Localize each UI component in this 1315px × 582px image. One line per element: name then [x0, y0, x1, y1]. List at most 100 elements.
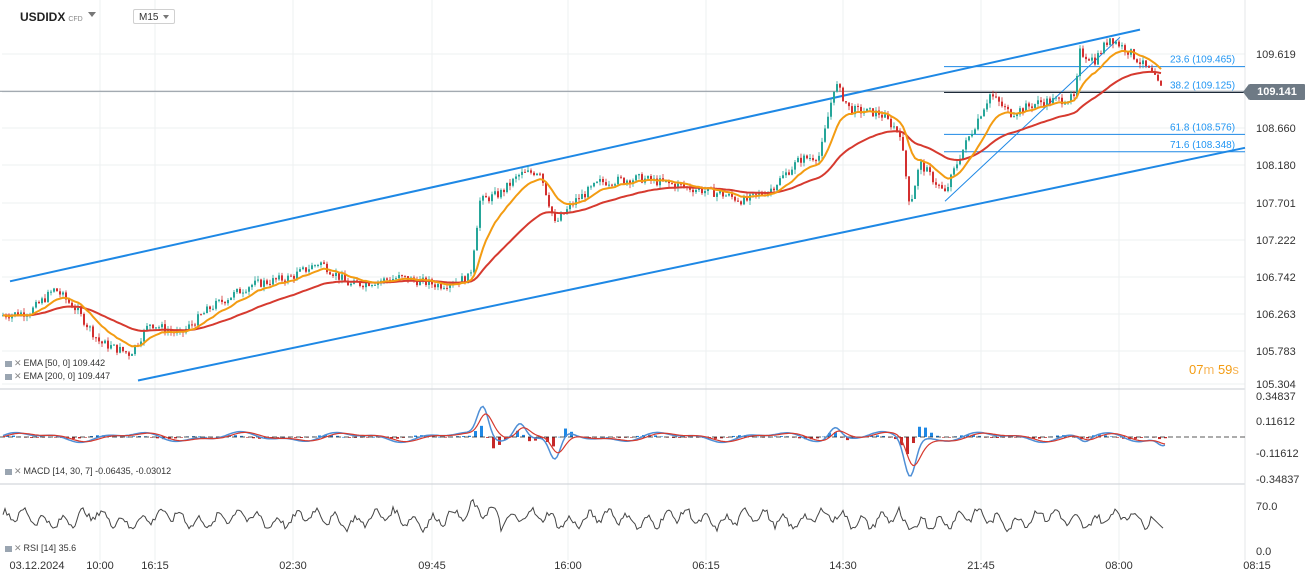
candle: [1019, 108, 1021, 115]
macd-histogram-bar: [1110, 436, 1113, 438]
candle: [1037, 100, 1039, 105]
candle: [206, 306, 208, 314]
visibility-icon[interactable]: [5, 373, 12, 380]
candle: [1109, 38, 1111, 45]
candle: [494, 191, 496, 195]
legend-ema50-label: EMA [50, 0] 109.442: [23, 358, 106, 368]
candle: [1127, 52, 1129, 55]
candle: [371, 285, 373, 287]
macd-histogram-bar: [126, 436, 129, 438]
candle: [350, 283, 352, 286]
candle: [614, 184, 616, 186]
y-tick-label: 108.660: [1256, 123, 1296, 135]
candle: [242, 292, 244, 294]
symbol-name: USDIDX: [20, 10, 66, 24]
macd-histogram-bar: [654, 435, 657, 437]
candle: [74, 307, 76, 311]
candle: [1064, 103, 1066, 105]
candle: [1034, 104, 1036, 108]
candle: [683, 184, 685, 187]
candle: [254, 280, 256, 285]
candle: [1100, 53, 1102, 55]
y-tick-label: 109.619: [1256, 49, 1296, 61]
candle: [545, 182, 547, 196]
candle: [128, 352, 130, 356]
macd-histogram-bar: [1158, 437, 1161, 440]
candle: [152, 324, 154, 329]
candle: [260, 279, 262, 287]
candle: [17, 312, 19, 316]
candle: [503, 189, 505, 193]
macd-histogram-bar: [1134, 437, 1137, 439]
x-tick-label: 10:00: [86, 560, 114, 572]
candle: [236, 288, 238, 293]
symbol-selector[interactable]: USDIDX CFD: [20, 10, 83, 24]
legend-rsi[interactable]: ✕ RSI [14] 35.6: [5, 543, 76, 554]
macd-histogram-bar: [942, 437, 945, 438]
candle: [812, 158, 814, 161]
timeframe-dropdown[interactable]: M15: [133, 9, 175, 24]
close-icon[interactable]: ✕: [14, 371, 22, 381]
candle: [1136, 59, 1138, 63]
candle: [509, 182, 511, 186]
candle: [584, 194, 586, 198]
candle: [956, 164, 958, 169]
candle: [1088, 59, 1090, 61]
candle: [521, 171, 523, 175]
macd-histogram-bar: [516, 430, 519, 437]
legend-macd-label: MACD [14, 30, 7] -0.06435, -0.03012: [23, 466, 172, 476]
candle: [338, 272, 340, 280]
candle: [248, 287, 250, 292]
candle: [14, 312, 16, 315]
candle: [557, 220, 559, 222]
x-tick-label: 08:15: [1243, 560, 1271, 572]
macd-histogram-bar: [684, 437, 687, 438]
candle: [92, 326, 94, 338]
candle: [635, 175, 637, 181]
candle: [920, 161, 922, 170]
candle: [1112, 38, 1114, 44]
candle: [989, 94, 991, 104]
candle: [98, 337, 100, 342]
candle: [221, 299, 223, 302]
chevron-down-icon[interactable]: [88, 12, 96, 17]
candle: [35, 301, 37, 308]
close-icon[interactable]: ✕: [14, 543, 22, 553]
macd-histogram-bar: [258, 437, 261, 439]
macd-histogram-bar: [6, 435, 9, 437]
legend-ema200[interactable]: ✕ EMA [200, 0] 109.447: [5, 371, 110, 382]
candle: [647, 176, 649, 179]
macd-histogram-bar: [660, 436, 663, 438]
close-icon[interactable]: ✕: [14, 358, 22, 368]
candle: [161, 324, 163, 328]
candle: [1097, 53, 1099, 65]
candle: [158, 327, 160, 329]
candle: [599, 179, 601, 182]
candle: [836, 84, 838, 92]
macd-histogram-bar: [336, 435, 339, 437]
candle: [398, 275, 400, 279]
candle: [860, 106, 862, 114]
candle: [947, 187, 949, 192]
legend-ema50[interactable]: ✕ EMA [50, 0] 109.442: [5, 358, 105, 369]
candle: [608, 184, 610, 186]
y-axis: 109.619 108.660 108.180 107.701 107.222 106.7…: [1256, 49, 1299, 558]
macd-histogram-bar: [342, 436, 345, 438]
candle: [329, 272, 331, 275]
macd-histogram-bar: [612, 437, 615, 438]
candle: [992, 94, 994, 97]
visibility-icon[interactable]: [5, 545, 12, 552]
macd-histogram-bar: [906, 437, 909, 455]
candle: [41, 298, 43, 304]
macd-signal-line: [2, 413, 1166, 467]
candle: [824, 128, 826, 142]
candle: [416, 280, 418, 286]
visibility-icon[interactable]: [5, 468, 12, 475]
candle: [533, 172, 535, 176]
candle: [1013, 116, 1015, 118]
legend-macd[interactable]: ✕ MACD [14, 30, 7] -0.06435, -0.03012: [5, 466, 171, 477]
candle: [284, 280, 286, 282]
close-icon[interactable]: ✕: [14, 466, 22, 476]
visibility-icon[interactable]: [5, 360, 12, 367]
